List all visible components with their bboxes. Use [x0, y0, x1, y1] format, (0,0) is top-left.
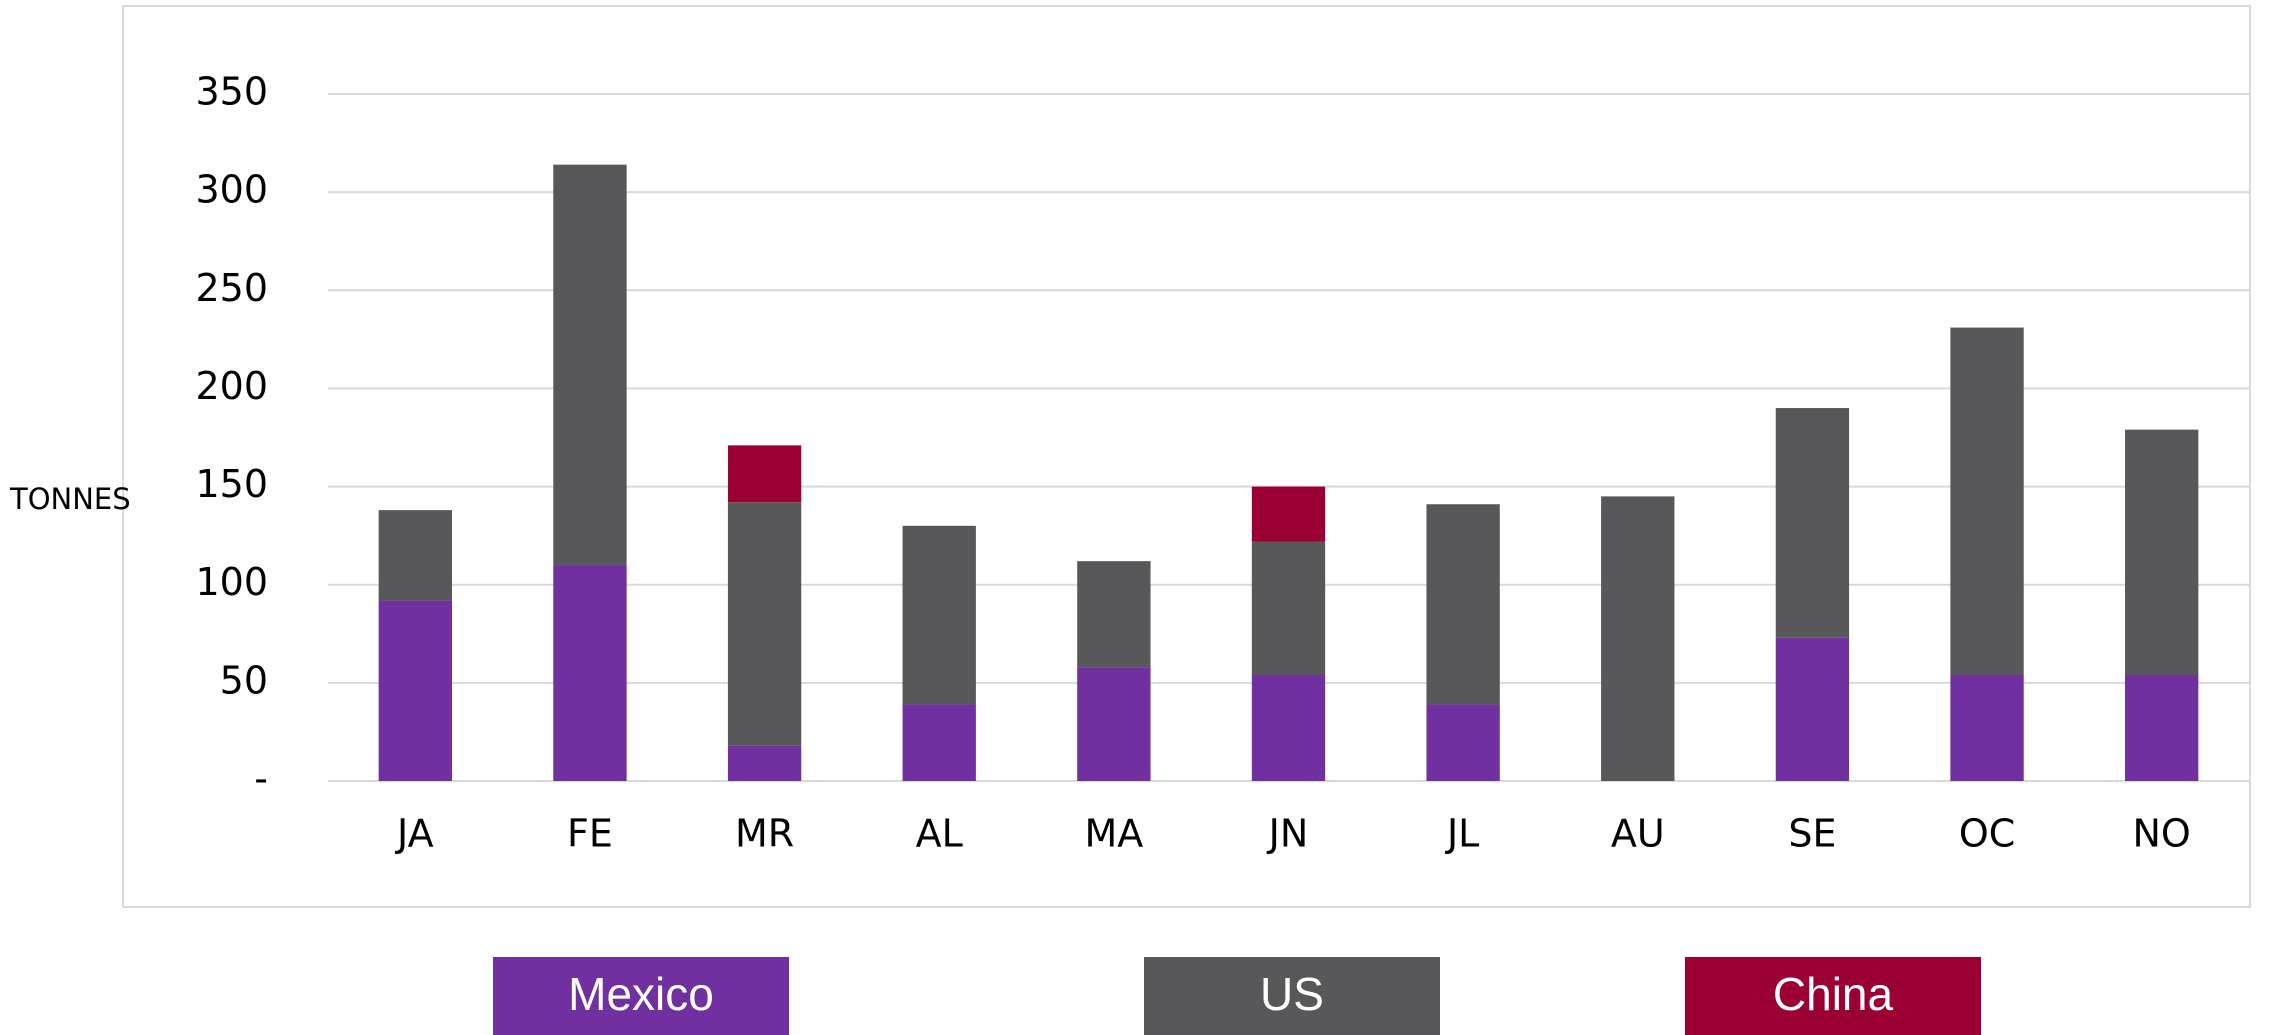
bar-segment: [902, 525, 976, 705]
y-tick-label: 200: [195, 364, 268, 408]
y-tick-label: 250: [195, 266, 268, 310]
legend-swatch: [1685, 957, 1981, 1035]
bar-segment: [553, 565, 627, 781]
x-tick-label: OC: [1959, 812, 2015, 856]
y-tick-label: 300: [195, 168, 268, 212]
bar-segment: [378, 600, 452, 781]
bar-segment: [727, 502, 802, 746]
bar-segment: [1077, 561, 1151, 668]
bar-segment: [2125, 429, 2199, 676]
x-tick-label: MA: [1084, 812, 1143, 856]
x-tick-label: JA: [395, 812, 434, 856]
bar-segment: [1775, 637, 1850, 781]
legend-label: Mexico: [568, 968, 714, 1020]
x-tick-label: AU: [1611, 812, 1665, 856]
x-tick-label: FE: [567, 812, 613, 856]
y-tick-label: 100: [195, 560, 268, 604]
bar-segment: [727, 445, 802, 503]
plot-border: [122, 5, 2251, 908]
x-tick-label: JL: [1445, 812, 1479, 856]
y-tick-label: 50: [220, 658, 268, 702]
y-tick-label: 350: [195, 70, 268, 114]
bar-segment: [1251, 675, 1326, 781]
bar-segment: [553, 164, 627, 566]
bar-segment: [378, 510, 452, 601]
bar-segment: [1601, 496, 1675, 781]
x-tick-label: NO: [2133, 812, 2191, 856]
legend-label: China: [1773, 968, 1894, 1020]
bar-segment: [1077, 667, 1151, 781]
y-tick-label: -: [254, 757, 268, 801]
x-tick-label: SE: [1788, 812, 1836, 856]
bar-segment: [1251, 541, 1326, 676]
bar-segment: [1426, 704, 1500, 781]
bar-segment: [1775, 408, 1850, 638]
bar-segment: [2125, 675, 2199, 781]
x-tick-label: MR: [735, 812, 794, 856]
bar-segment: [1950, 675, 2024, 781]
bar-segment: [727, 745, 802, 781]
x-tick-label: AL: [916, 812, 963, 856]
bar-segment: [902, 704, 976, 781]
y-axis-label: TONNES: [9, 482, 131, 516]
y-tick-label: 150: [195, 462, 268, 506]
bar-segment: [1950, 327, 2024, 676]
legend-swatch: [493, 957, 789, 1035]
x-tick-label: JN: [1267, 812, 1309, 856]
bar-segment: [1426, 504, 1500, 705]
legend-swatch: [1144, 957, 1440, 1035]
bar-segment: [1251, 486, 1326, 542]
legend-label: US: [1260, 968, 1324, 1020]
